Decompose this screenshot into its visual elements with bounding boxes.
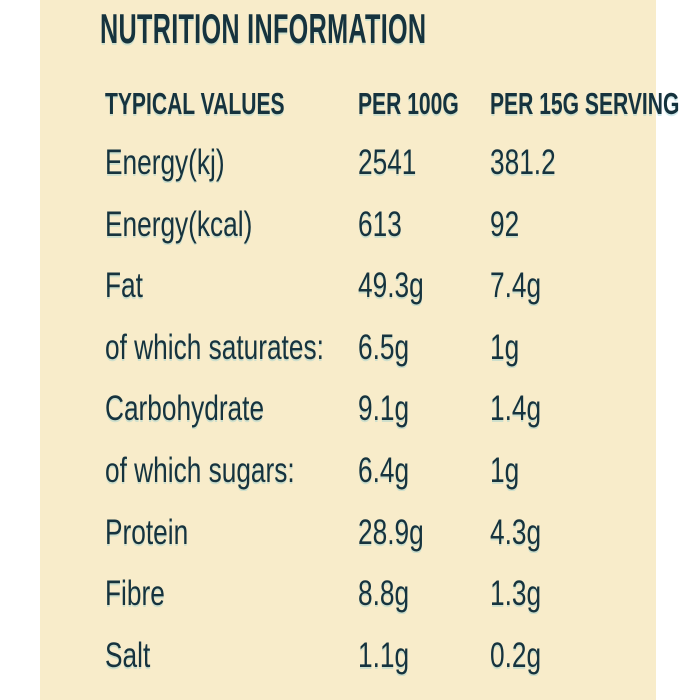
- page-title: NUTRITION INFORMATION: [100, 8, 644, 50]
- row-value-per-100g: 6.4g: [358, 450, 410, 490]
- row-value-per-100g: 8.8g: [358, 574, 410, 614]
- column-header-per-100g: PER 100G: [358, 86, 459, 121]
- row-value-per-100g: 49.3g: [358, 266, 424, 306]
- row-value-per-15g: 1g: [490, 450, 520, 490]
- row-label: Protein: [105, 512, 189, 552]
- row-value-per-100g: 2541: [358, 143, 417, 182]
- row-value-per-100g: 28.9g: [358, 512, 424, 552]
- row-label: Carbohydrate: [105, 389, 265, 429]
- nutrition-table-body: Energy(kj) 2541 381.2 Energy(kcal) 613 9…: [105, 145, 665, 699]
- column-header-typical-values: TYPICAL VALUES: [105, 86, 285, 121]
- page-title-text: NUTRITION INFORMATION: [100, 5, 427, 52]
- row-label: Energy(kcal): [105, 204, 253, 244]
- row-label: Fat: [105, 266, 143, 306]
- row-value-per-15g: 4.3g: [490, 512, 542, 552]
- row-value-per-15g: 1.4g: [490, 389, 542, 429]
- row-value-per-100g: 9.1g: [358, 389, 410, 429]
- row-value-per-100g: 1.1g: [358, 635, 410, 675]
- row-value-per-15g: 381.2: [490, 143, 556, 182]
- table-header-row: TYPICAL VALUES PER 100G PER 15G SERVING: [105, 86, 679, 121]
- row-value-per-100g: 613: [358, 204, 402, 244]
- nutrition-label-panel: NUTRITION INFORMATION TYPICAL VALUES PER…: [40, 0, 679, 700]
- row-value-per-100g: 6.5g: [358, 327, 410, 367]
- row-value-per-15g: 92: [490, 204, 520, 244]
- row-value-per-15g: 1g: [490, 327, 520, 367]
- row-value-per-15g: 0.2g: [490, 635, 542, 675]
- row-value-per-15g: 7.4g: [490, 266, 542, 306]
- column-header-per-15g-serving: PER 15G SERVING: [490, 86, 680, 121]
- row-value-per-15g: 1.3g: [490, 574, 542, 614]
- row-label: Salt: [105, 635, 151, 675]
- row-label: of which saturates:: [105, 327, 324, 367]
- row-label: Fibre: [105, 574, 165, 614]
- row-label: Energy(kj): [105, 143, 225, 182]
- row-label: of which sugars:: [105, 450, 295, 490]
